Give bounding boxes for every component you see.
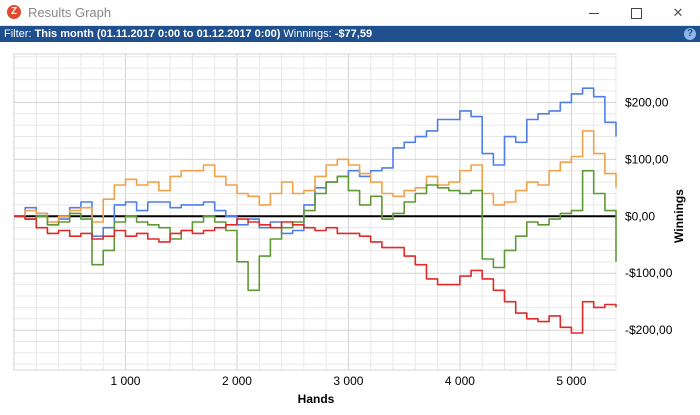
x-tick-label: 5 000	[556, 374, 586, 388]
title-bar[interactable]: Z Results Graph ✕	[0, 0, 700, 26]
x-tick-label: 4 000	[445, 374, 475, 388]
winnings-label: Winnings:	[283, 28, 332, 40]
y-tick-label: $0,00	[625, 209, 655, 223]
y-tick-label: $200,00	[625, 95, 669, 109]
plot-area	[13, 53, 617, 371]
results-chart: 1 000 2 000 3 000 4 000 5 000 $200,00 $100,00…	[13, 53, 686, 406]
y-tick-label: -$100,00	[625, 266, 673, 280]
filter-bar: Filter: This month (01.11.2017 0:00 to 0…	[0, 26, 700, 42]
series-line-2	[14, 130, 617, 223]
x-tick-label: 2 000	[222, 374, 252, 388]
close-button[interactable]: ✕	[660, 0, 696, 25]
winnings-value: -$77,59	[334, 28, 373, 40]
window-title: Results Graph	[28, 5, 112, 20]
chart-grid	[13, 53, 617, 371]
close-icon: ✕	[672, 5, 684, 20]
y-tick-label: -$200,00	[625, 323, 673, 337]
x-tick-label: 1 000	[110, 374, 140, 388]
x-tick-label: 3 000	[333, 374, 363, 388]
y-tick-label: $100,00	[625, 152, 669, 166]
filter-label: Filter:	[4, 28, 32, 40]
y-axis-label: Winnings	[672, 189, 686, 243]
help-icon[interactable]: ?	[684, 28, 696, 40]
minimize-icon	[589, 13, 599, 15]
filter-range: This month (01.11.2017 0:00 to 01.12.201…	[34, 28, 281, 40]
minimize-button[interactable]	[576, 0, 612, 25]
maximize-button[interactable]	[618, 0, 654, 25]
series-line-1	[14, 87, 617, 237]
app-logo-icon: Z	[7, 5, 21, 19]
maximize-icon	[630, 8, 642, 20]
series-line-4	[14, 215, 617, 334]
series-line-3	[14, 169, 617, 292]
x-axis-label: Hands	[298, 392, 335, 406]
